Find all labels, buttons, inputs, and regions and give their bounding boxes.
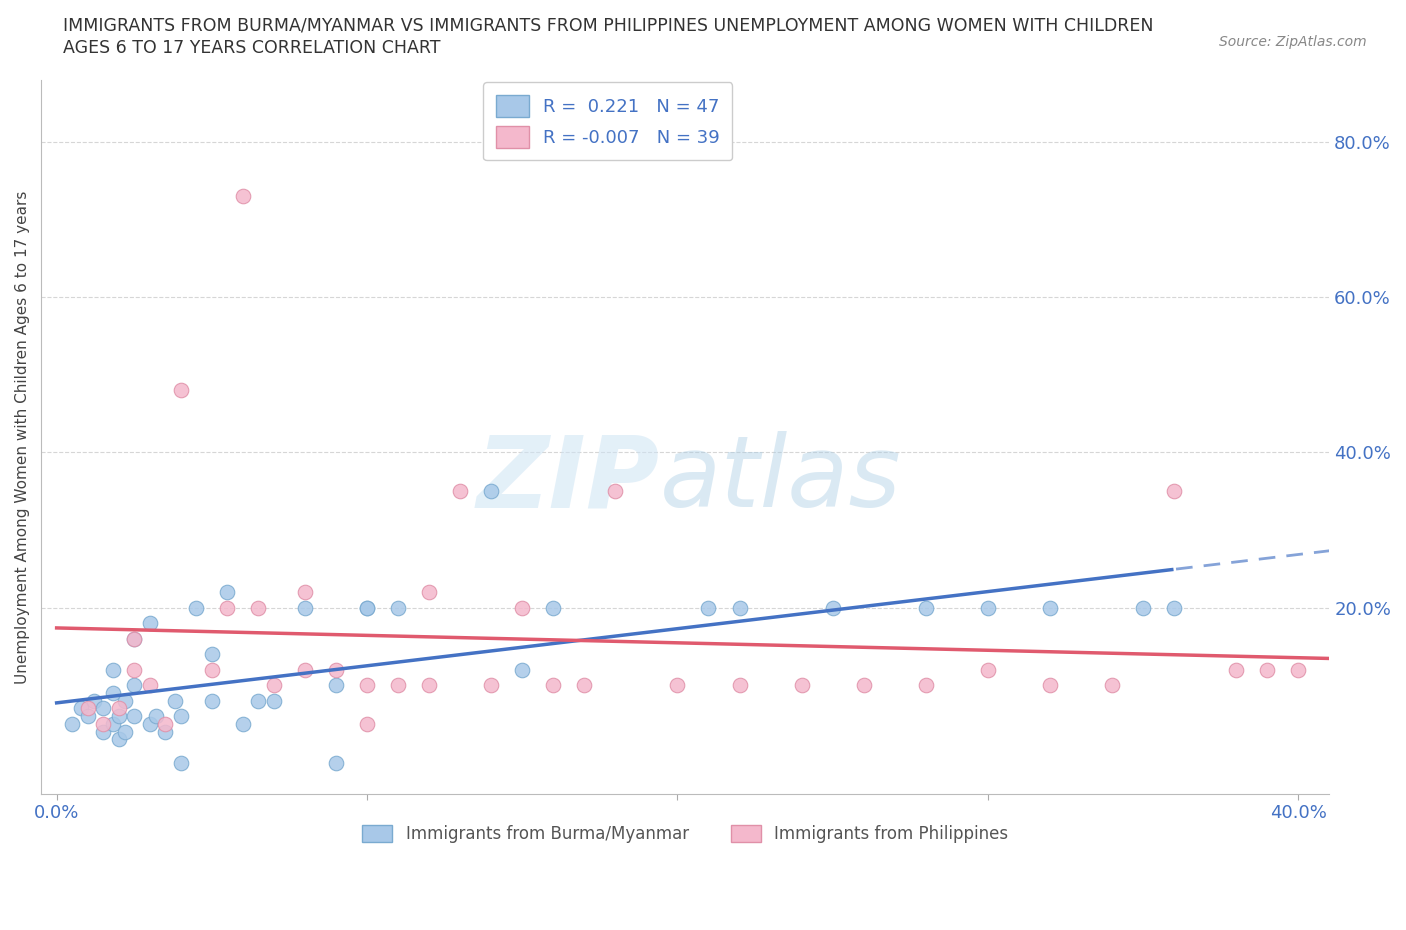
Text: atlas: atlas <box>659 432 901 528</box>
Legend: Immigrants from Burma/Myanmar, Immigrants from Philippines: Immigrants from Burma/Myanmar, Immigrant… <box>356 818 1015 850</box>
Point <box>356 678 378 693</box>
Point <box>728 678 751 693</box>
Point <box>170 755 193 770</box>
Point <box>543 600 565 615</box>
Point <box>186 600 208 615</box>
Point <box>356 600 378 615</box>
Point <box>107 701 129 716</box>
Text: ZIP: ZIP <box>477 432 659 528</box>
Point <box>122 678 145 693</box>
Point <box>418 678 440 693</box>
Point <box>1286 662 1309 677</box>
Point <box>139 678 162 693</box>
Point <box>107 709 129 724</box>
Point <box>356 600 378 615</box>
Y-axis label: Unemployment Among Women with Children Ages 6 to 17 years: Unemployment Among Women with Children A… <box>15 191 30 684</box>
Point <box>263 678 285 693</box>
Point <box>387 600 409 615</box>
Point <box>543 678 565 693</box>
Point <box>914 600 936 615</box>
Point <box>294 600 316 615</box>
Point <box>1039 678 1062 693</box>
Point <box>387 678 409 693</box>
Point <box>728 600 751 615</box>
Point <box>697 600 720 615</box>
Point <box>139 716 162 731</box>
Point <box>1225 662 1247 677</box>
Point <box>217 600 239 615</box>
Point <box>122 631 145 646</box>
Point <box>114 693 136 708</box>
Point <box>1101 678 1123 693</box>
Point <box>852 678 875 693</box>
Point <box>101 662 124 677</box>
Point <box>574 678 596 693</box>
Point <box>479 484 502 498</box>
Point <box>325 755 347 770</box>
Point <box>145 709 167 724</box>
Point <box>114 724 136 739</box>
Point <box>479 678 502 693</box>
Point <box>101 716 124 731</box>
Point <box>170 709 193 724</box>
Point <box>977 662 1000 677</box>
Point <box>263 693 285 708</box>
Point <box>201 662 224 677</box>
Point <box>1163 484 1185 498</box>
Point <box>247 600 270 615</box>
Point <box>139 616 162 631</box>
Point <box>232 716 254 731</box>
Point <box>201 646 224 661</box>
Point <box>977 600 1000 615</box>
Point <box>605 484 627 498</box>
Point <box>449 484 471 498</box>
Point <box>1039 600 1062 615</box>
Text: AGES 6 TO 17 YEARS CORRELATION CHART: AGES 6 TO 17 YEARS CORRELATION CHART <box>63 39 440 57</box>
Text: IMMIGRANTS FROM BURMA/MYANMAR VS IMMIGRANTS FROM PHILIPPINES UNEMPLOYMENT AMONG : IMMIGRANTS FROM BURMA/MYANMAR VS IMMIGRA… <box>63 17 1154 34</box>
Point <box>170 383 193 398</box>
Point <box>232 189 254 204</box>
Point <box>217 585 239 600</box>
Text: Source: ZipAtlas.com: Source: ZipAtlas.com <box>1219 35 1367 49</box>
Point <box>356 716 378 731</box>
Point <box>91 724 114 739</box>
Point <box>821 600 844 615</box>
Point <box>163 693 186 708</box>
Point <box>666 678 689 693</box>
Point <box>101 685 124 700</box>
Point <box>294 662 316 677</box>
Point <box>1256 662 1278 677</box>
Point <box>70 701 93 716</box>
Point <box>510 600 533 615</box>
Point <box>83 693 105 708</box>
Point <box>91 701 114 716</box>
Point <box>294 585 316 600</box>
Point <box>155 716 177 731</box>
Point <box>1132 600 1154 615</box>
Point <box>76 701 98 716</box>
Point <box>1163 600 1185 615</box>
Point <box>325 678 347 693</box>
Point <box>122 662 145 677</box>
Point <box>247 693 270 708</box>
Point <box>914 678 936 693</box>
Point <box>418 585 440 600</box>
Point <box>155 724 177 739</box>
Point <box>790 678 813 693</box>
Point <box>510 662 533 677</box>
Point <box>91 716 114 731</box>
Point <box>76 709 98 724</box>
Point <box>122 709 145 724</box>
Point <box>201 693 224 708</box>
Point <box>107 732 129 747</box>
Point <box>122 631 145 646</box>
Point <box>325 662 347 677</box>
Point <box>60 716 83 731</box>
